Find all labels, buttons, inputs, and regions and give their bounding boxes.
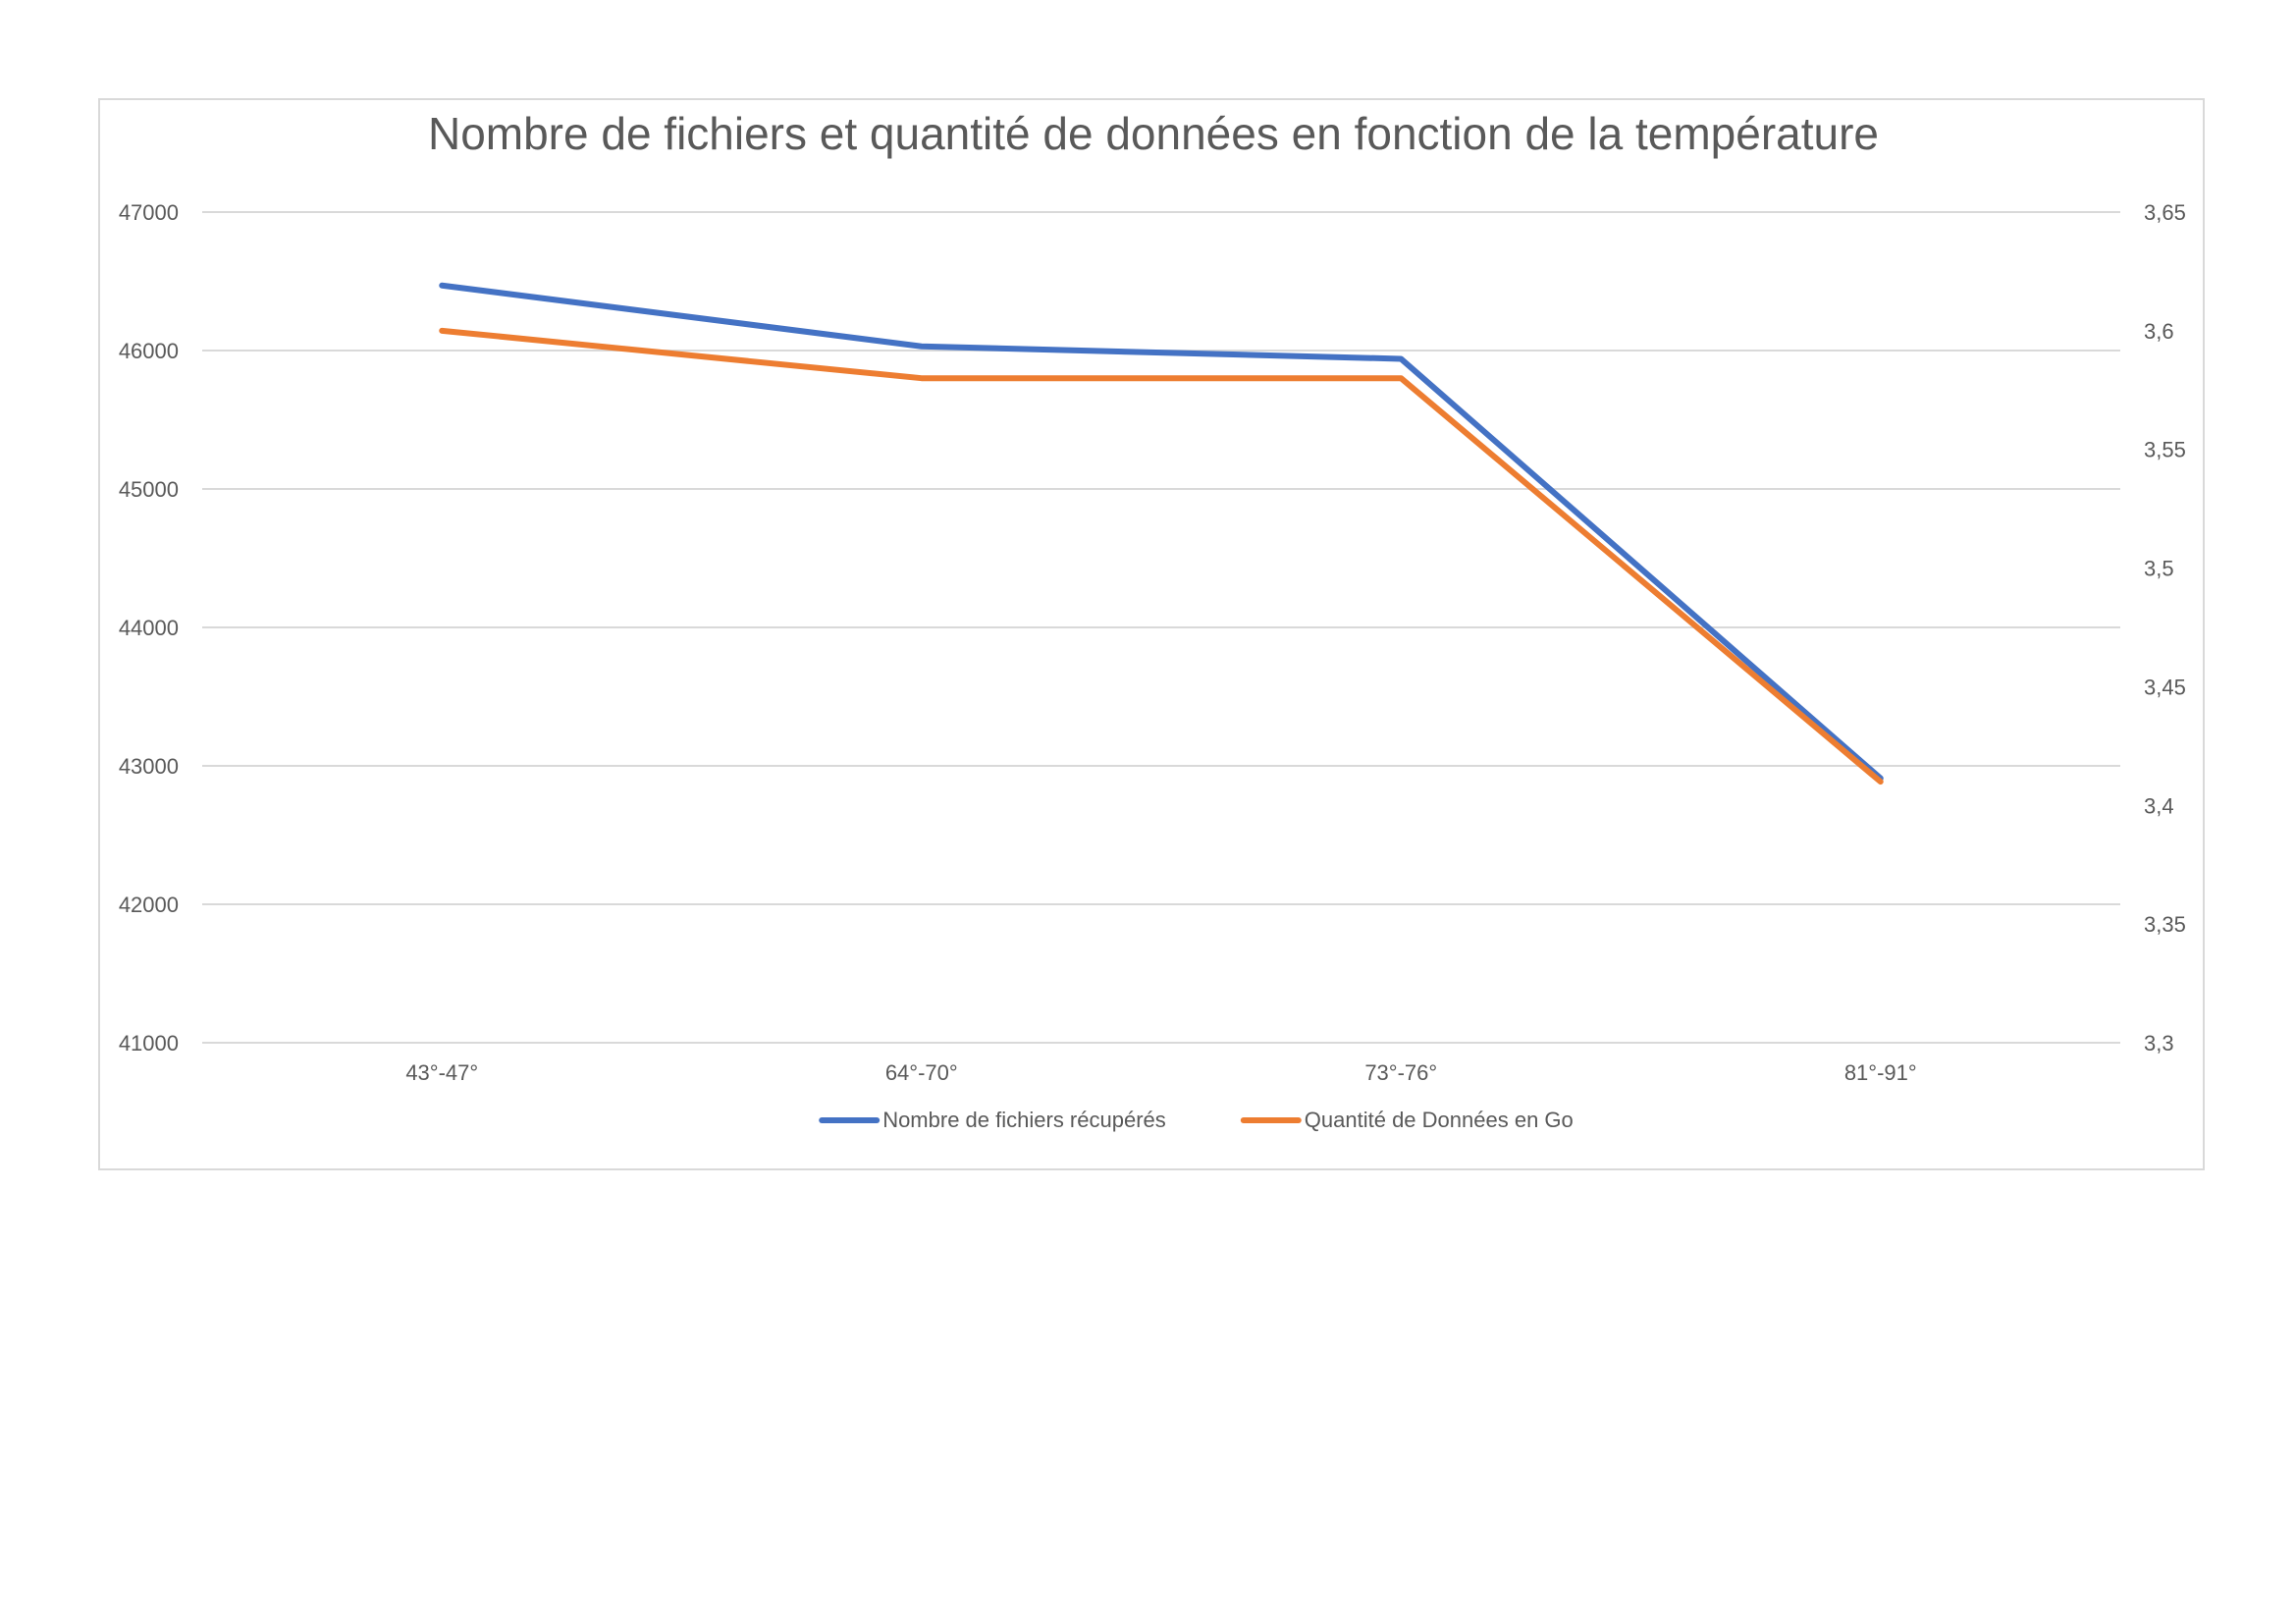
right-axis-tick-label: 3,6 (2144, 319, 2174, 344)
legend-item[interactable]: Quantité de Données en Go (1240, 1108, 1574, 1132)
right-axis-tick-label: 3,65 (2144, 200, 2186, 225)
series-lines (439, 282, 1884, 785)
right-axis-tick-label: 3,45 (2144, 675, 2186, 699)
data-point (441, 329, 444, 332)
data-point (920, 377, 923, 380)
legend-item[interactable]: Nombre de fichiers récupérés (819, 1108, 1166, 1132)
series-line (439, 327, 1884, 785)
x-axis-category-label: 81°-91° (1844, 1060, 1917, 1085)
data-point (920, 345, 923, 348)
legend-label: Nombre de fichiers récupérés (882, 1108, 1166, 1132)
right-axis-tick-label: 3,4 (2144, 793, 2174, 818)
x-axis-category-label: 73°-76° (1364, 1060, 1437, 1085)
data-point (1879, 781, 1882, 784)
right-axis-tick-label: 3,35 (2144, 912, 2186, 937)
right-axis-tick-label: 3,55 (2144, 438, 2186, 462)
series-line (439, 282, 1884, 782)
gridlines (202, 211, 2120, 1044)
legend-label: Quantité de Données en Go (1305, 1108, 1574, 1132)
chart-title: Nombre de fichiers et quantité de donnée… (428, 108, 1879, 159)
left-axis-tick-label: 46000 (119, 339, 179, 363)
right-axis: 3,65 3,6 3,55 3,5 3,45 3,4 3,35 3,3 (2144, 200, 2186, 1056)
x-axis-category-label: 64°-70° (885, 1060, 958, 1085)
chart-frame: Nombre de fichiers et quantité de donnée… (98, 98, 2205, 1170)
left-axis-tick-label: 47000 (119, 200, 179, 225)
left-axis-tick-label: 45000 (119, 477, 179, 502)
left-axis: 47000 46000 45000 44000 43000 42000 41000 (119, 200, 179, 1056)
x-axis-category-label: 43°-47° (405, 1060, 478, 1085)
data-point (441, 284, 444, 287)
left-axis-tick-label: 42000 (119, 893, 179, 917)
data-point (1400, 357, 1403, 360)
right-axis-tick-label: 3,5 (2144, 557, 2174, 581)
legend[interactable]: Nombre de fichiers récupérés Quantité de … (819, 1108, 1574, 1132)
left-axis-tick-label: 43000 (119, 754, 179, 779)
x-axis: 43°-47° 64°-70° 73°-76° 81°-91° (405, 1060, 1916, 1085)
left-axis-tick-label: 44000 (119, 616, 179, 640)
right-axis-tick-label: 3,3 (2144, 1031, 2174, 1056)
data-point (1400, 377, 1403, 380)
line-chart: Nombre de fichiers et quantité de donnée… (119, 108, 2186, 1132)
left-axis-tick-label: 41000 (119, 1031, 179, 1056)
